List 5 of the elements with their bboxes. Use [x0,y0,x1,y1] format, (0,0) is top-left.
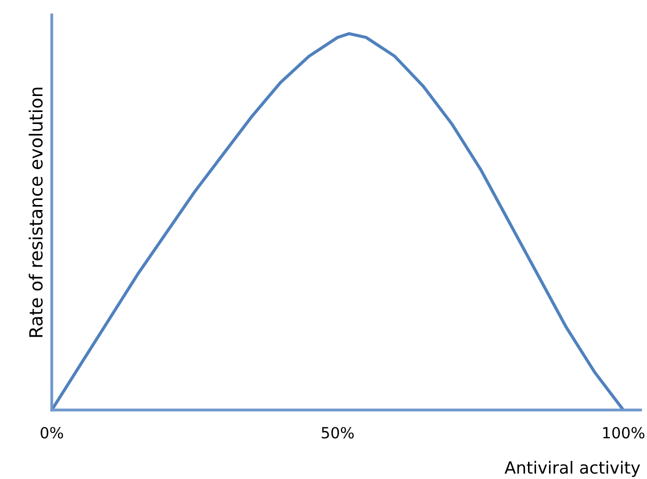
x-tick-label: 0% [40,426,64,439]
x-tick-label: 50% [322,426,354,439]
x-axis-title: Antiviral activity [504,460,640,478]
x-tick-label: 100% [603,426,644,439]
y-axis-title: Rate of resistance evolution [28,88,43,337]
